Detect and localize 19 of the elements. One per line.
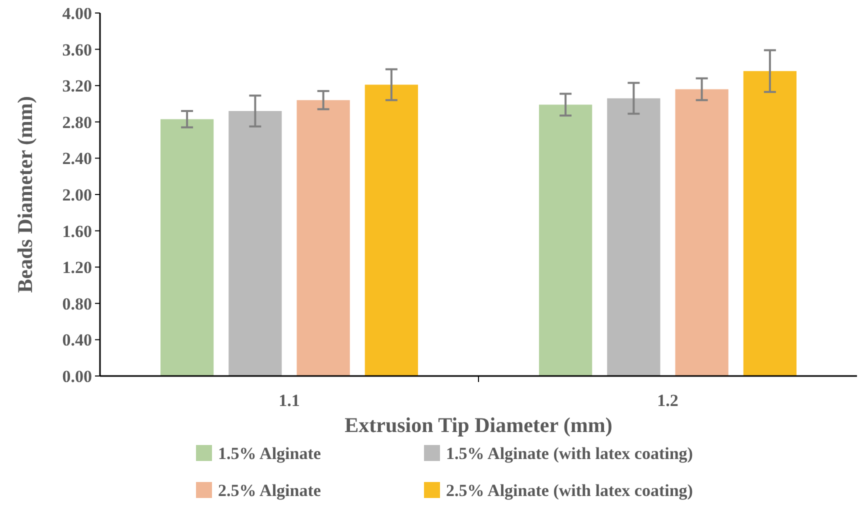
legend-label: 1.5% Alginate (with latex coating) bbox=[446, 444, 693, 463]
y-tick-label: 2.00 bbox=[62, 185, 92, 204]
x-axis-title: Extrusion Tip Diameter (mm) bbox=[344, 413, 612, 437]
legend-label: 2.5% Alginate bbox=[218, 480, 322, 500]
y-tick-label: 0.00 bbox=[62, 366, 92, 386]
x-tick-label: 1.1 bbox=[278, 391, 300, 410]
y-tick-label: 3.60 bbox=[62, 40, 92, 60]
y-tick-label: 0.40 bbox=[62, 330, 92, 350]
y-tick-label: 0.80 bbox=[62, 294, 92, 314]
y-tick-label: 1.20 bbox=[62, 258, 92, 278]
legend-label: 1.5% Alginate bbox=[218, 444, 322, 463]
y-axis-title: Beads Diameter (mm) bbox=[13, 96, 37, 293]
y-tick-label: 2.40 bbox=[62, 149, 92, 168]
y-tick-label: 3.20 bbox=[62, 76, 92, 96]
y-tick-label: 4.00 bbox=[62, 4, 92, 23]
legend-label: 2.5% Alginate (with latex coating) bbox=[446, 480, 693, 500]
x-tick-label: 1.2 bbox=[657, 391, 678, 410]
y-tick-label: 2.80 bbox=[62, 112, 92, 132]
y-tick-label: 1.60 bbox=[62, 222, 92, 241]
